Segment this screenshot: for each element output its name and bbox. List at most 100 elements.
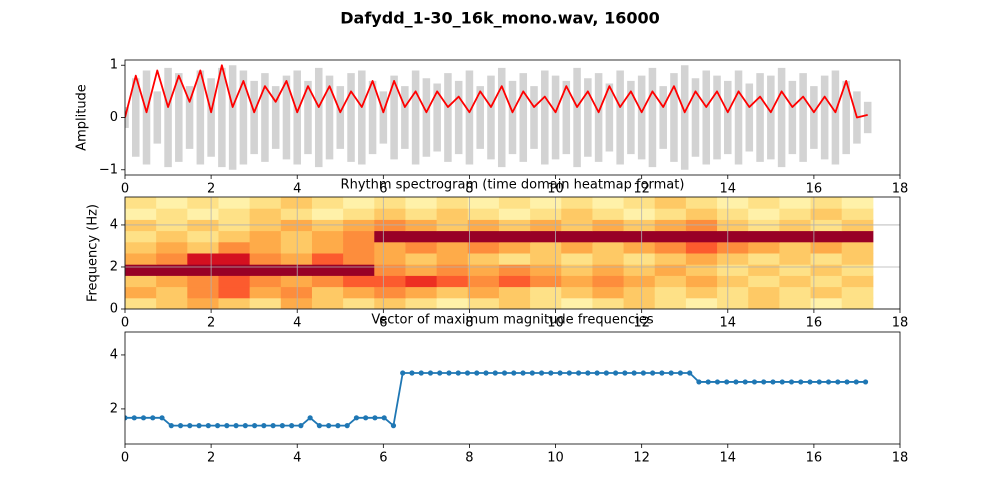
series-marker (363, 415, 369, 421)
x-tick-label: 6 (379, 451, 387, 466)
heatmap-cell (623, 264, 656, 276)
heatmap-cell (810, 241, 843, 254)
series-marker (140, 415, 147, 421)
heatmap-cell (717, 275, 749, 288)
series-marker (714, 379, 721, 385)
heatmap-cell (436, 297, 469, 309)
heatmap-cell (218, 286, 251, 299)
series-marker (233, 423, 239, 429)
heatmap-cell (592, 241, 625, 254)
heatmap-cell (623, 253, 656, 265)
heatmap-cell (156, 253, 188, 265)
heatmap-cell (561, 230, 593, 243)
heatmap-cell (405, 197, 438, 209)
heatmap-cell (249, 230, 282, 243)
heatmap-cell (748, 197, 780, 209)
heatmap-cell (530, 208, 562, 220)
series-marker (159, 415, 165, 421)
heatmap-cell (187, 275, 219, 288)
heatmap-cell (280, 286, 313, 299)
x-tick-label: 12 (633, 451, 650, 466)
series-marker (483, 370, 489, 376)
heatmap-cell (311, 264, 344, 276)
axes-title: Rhythm spectrogram (time domain heatmap … (341, 178, 685, 193)
series-marker (742, 379, 748, 385)
heatmap-cell (498, 230, 531, 243)
heatmap-cell (280, 230, 313, 243)
series-marker (492, 370, 498, 376)
heatmap-cell (810, 197, 843, 209)
heatmap-cell (623, 286, 656, 299)
x-tick-label: 0 (121, 316, 129, 331)
x-tick-label: 0 (121, 182, 129, 197)
x-tick-label: 4 (293, 182, 301, 197)
x-tick-label: 14 (720, 182, 737, 197)
heatmap-cell (654, 264, 687, 276)
heatmap-cell (810, 253, 843, 265)
heatmap-cell (436, 253, 469, 265)
x-tick-label: 8 (465, 451, 473, 466)
heatmap-cell (311, 230, 344, 243)
heatmap-cell (343, 275, 375, 288)
heatmap-cell (280, 197, 313, 209)
x-tick-label: 6 (379, 316, 387, 331)
heatmap-cell (218, 241, 251, 254)
series-marker (446, 370, 452, 376)
heatmap-cell (156, 275, 188, 288)
heatmap-cell (436, 264, 469, 276)
series-marker (418, 370, 424, 376)
x-tick-label: 18 (892, 316, 909, 331)
y-axis-label: Frequency (Hz) (86, 204, 101, 302)
heatmap-cell (467, 286, 500, 299)
heatmap-cell (405, 286, 438, 299)
heatmap-cell (841, 197, 874, 209)
series-marker (825, 379, 832, 385)
heatmap-cell (654, 197, 687, 209)
heatmap-cell (343, 264, 375, 276)
y-tick-label: 2 (110, 259, 118, 274)
plot-area (125, 64, 872, 170)
heatmap-cell (125, 208, 157, 220)
heatmap-cell (623, 241, 656, 254)
heatmap-cell (249, 297, 282, 309)
series-marker (427, 370, 434, 376)
heatmap-cell (530, 275, 562, 288)
series-marker (307, 415, 313, 421)
heatmap-cell (592, 208, 625, 220)
heatmap-cell (530, 297, 562, 309)
heatmap-cell (654, 230, 687, 243)
x-tick-label: 12 (633, 316, 650, 331)
x-tick-label: 2 (207, 451, 215, 466)
heatmap-cell (717, 286, 749, 299)
heatmap-cell (841, 286, 874, 299)
heatmap-cell (436, 197, 469, 209)
heatmap-cell (311, 297, 344, 309)
series-marker (853, 379, 859, 385)
axes-title: Vector of maximum magnitude frequencies (371, 313, 653, 328)
heatmap-cell (311, 208, 344, 220)
heatmap-cell (436, 230, 469, 243)
heatmap-cell (467, 230, 500, 243)
series-marker (687, 370, 693, 376)
heatmap-cell (779, 241, 812, 254)
heatmap-cell (654, 253, 687, 265)
heatmap-cell (156, 230, 188, 243)
heatmap-cell (685, 230, 718, 243)
series-marker (298, 423, 304, 429)
heatmap-cell (623, 230, 656, 243)
heatmap-cell (467, 241, 500, 254)
heatmap-cell (685, 241, 718, 254)
x-tick-label: 2 (207, 316, 215, 331)
heatmap-cell (530, 264, 562, 276)
heatmap-cell (748, 297, 780, 309)
x-tick-label: 2 (207, 182, 215, 197)
heatmap-cell (717, 208, 749, 220)
heatmap-cell (156, 241, 188, 254)
heatmap-cell (467, 264, 500, 276)
heatmap-cell (218, 197, 251, 209)
y-tick-label: 0 (110, 110, 118, 125)
series-marker (464, 370, 471, 376)
series-marker (316, 423, 322, 429)
heatmap-cell (218, 208, 251, 220)
heatmap-cell (374, 253, 406, 265)
